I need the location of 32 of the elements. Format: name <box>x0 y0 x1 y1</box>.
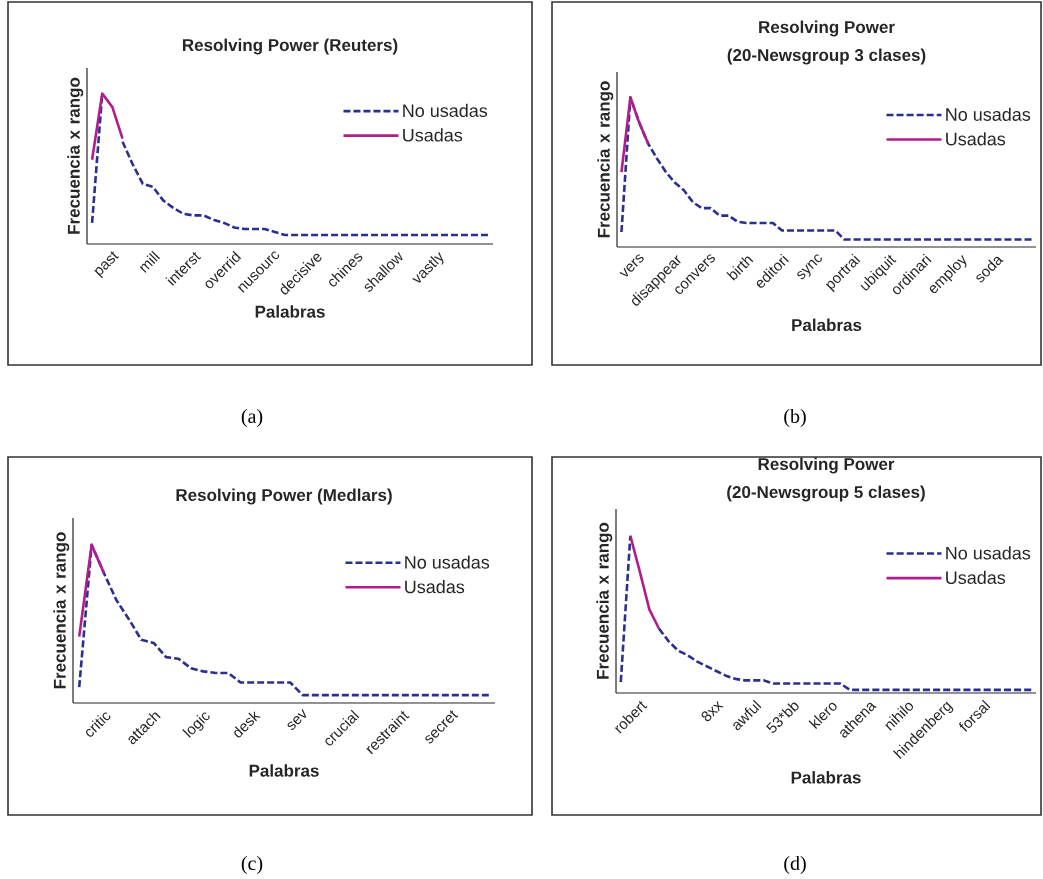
chart-title: Resolving Power <box>758 457 895 474</box>
y-axis-title: Frecuencia x rango <box>53 532 70 689</box>
legend-label: Usadas <box>405 580 465 594</box>
x-axis-title: Palabras <box>249 764 319 777</box>
x-axis-title: Palabras <box>792 318 862 332</box>
legend-label: No usadas <box>946 546 1031 560</box>
text: (b) <box>784 408 806 428</box>
text: (c) <box>241 855 263 875</box>
x-tick-label: critic <box>86 712 111 737</box>
chart-title: Resolving Power (Medlars) <box>176 488 392 505</box>
chart-title: Resolving Power (Reuters) <box>182 38 398 55</box>
x-tick-label: 8xx <box>701 700 724 722</box>
x-tick-label: sync <box>797 254 822 280</box>
legend-label: No usadas <box>403 103 488 118</box>
x-axis-title: Palabras <box>791 771 861 784</box>
chart-title: Resolving Power <box>759 20 895 37</box>
legend-label: No usadas <box>946 107 1031 121</box>
chart-subtitle: (20-Newsgroup 3 clases) <box>727 48 926 65</box>
x-axis-title: Palabras <box>255 305 325 318</box>
y-axis-title: Frecuencia x rango <box>67 77 84 234</box>
legend-label: No usadas <box>405 555 490 569</box>
legend-label: Usadas <box>403 128 463 142</box>
y-axis-title: Frecuencia x rango <box>596 522 613 679</box>
x-tick-label: sev <box>287 709 307 730</box>
chart-subtitle: (20-Newsgroup 5 clases) <box>727 485 925 502</box>
legend-label: Usadas <box>946 570 1006 585</box>
x-tick-label: mill <box>139 250 160 273</box>
text: (d) <box>784 855 806 875</box>
x-tick-label: birth <box>726 256 754 281</box>
legend-label: Usadas <box>946 132 1006 146</box>
y-axis-title: Frecuencia x rango <box>597 81 614 238</box>
text: (a) <box>241 408 263 428</box>
